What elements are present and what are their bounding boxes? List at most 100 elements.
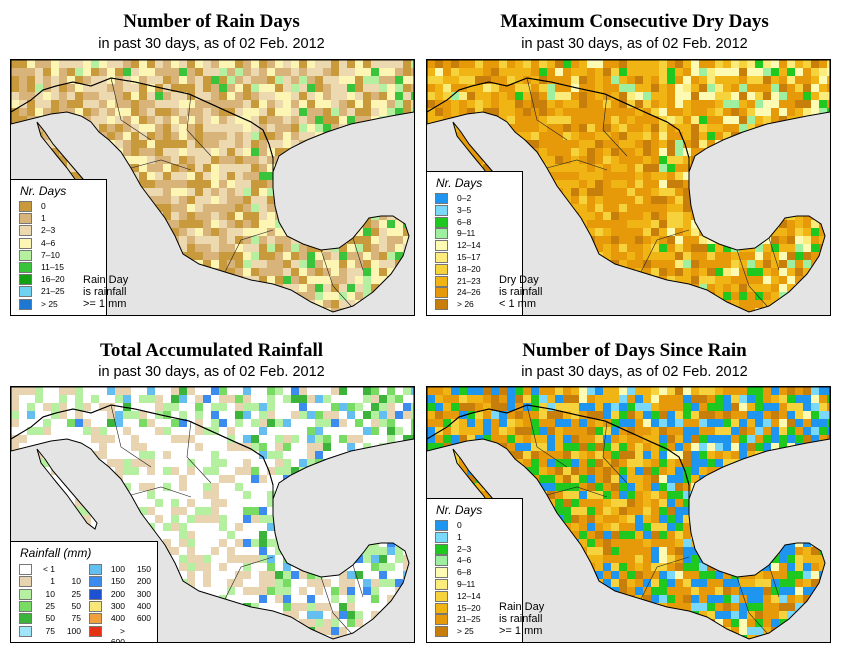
legend-swatch (435, 590, 448, 602)
legend-swatch (435, 602, 448, 614)
legend-label: 15–20 (457, 602, 481, 613)
state-border (640, 556, 690, 600)
note-line: is rainfall (499, 286, 543, 298)
legend-label-low: 25 (45, 600, 55, 611)
note-line: is rainfall (83, 286, 127, 298)
baja-outline (36, 448, 98, 530)
mexico-outline (427, 404, 826, 640)
days-since-rain-map[interactable]: Nr. Days 0 1 2–3 4–6 6–8 9–11 12–14 15–20 21–25 >… (426, 386, 831, 643)
state-border (768, 237, 780, 271)
legend-swatch (19, 201, 32, 212)
legend-label-low: 400 (110, 613, 125, 624)
panel-days-since-rain: Number of Days Since Rain in past 30 day… (423, 329, 846, 658)
legend-swatch (435, 531, 448, 543)
legend-swatch (89, 600, 102, 612)
state-border (110, 77, 152, 141)
legend-title: Nr. Days (436, 176, 483, 190)
rain-days-map[interactable]: Nr. Days 0 1 2–3 4–6 7–10 11–15 16–20 21–25 > 25… (10, 59, 415, 316)
state-border (526, 77, 568, 141)
state-border (186, 93, 212, 157)
legend-label-high: 10 (71, 576, 81, 587)
state-border (352, 237, 364, 271)
legend-label-low: 75 (45, 625, 55, 636)
legend-swatch (435, 543, 448, 555)
note-line: Rain Day (499, 601, 545, 613)
legend-swatch (19, 564, 32, 575)
legend-swatch (19, 298, 32, 310)
note-line: >= 1 mm (499, 625, 543, 637)
note-line: Rain Day (83, 274, 129, 286)
legend-swatch (435, 240, 448, 252)
legend-swatch (435, 228, 448, 240)
legend-swatch (435, 216, 448, 228)
legend-label: 21–25 (41, 286, 65, 297)
legend-swatch (89, 576, 102, 588)
state-border (546, 486, 608, 498)
state-border (736, 576, 768, 634)
legend-swatch (19, 213, 32, 225)
panel-subtitle: in past 30 days, as of 02 Feb. 2012 (521, 36, 748, 52)
map-legend: Rainfall (mm) < 1 1 10 10 25 25 50 50 75 75 100 100… (11, 541, 158, 642)
legend-label: 12–14 (457, 590, 481, 601)
legend-title: Nr. Days (20, 184, 67, 198)
state-border (640, 229, 690, 273)
state-border (224, 556, 274, 600)
legend-swatch (19, 576, 32, 588)
legend-label-low: 1 (50, 576, 55, 587)
legend-label-low: < 1 (42, 564, 55, 574)
state-border (768, 564, 780, 598)
note-line: is rainfall (499, 613, 543, 625)
legend-title: Nr. Days (436, 503, 483, 517)
legend-swatch (435, 193, 448, 204)
legend-label: 0 (457, 520, 462, 530)
legend-label-high: 300 (136, 588, 151, 599)
legend-swatch (89, 588, 102, 600)
panel-title: Maximum Consecutive Dry Days (500, 11, 769, 32)
legend-label: 24–26 (457, 287, 481, 298)
legend-label: > 25 (457, 626, 474, 637)
legend-title: Rainfall (mm) (20, 546, 92, 560)
legend-swatch (435, 204, 448, 216)
panel-title: Number of Rain Days (123, 11, 300, 32)
panel-total-rainfall: Total Accumulated Rainfall in past 30 da… (0, 329, 423, 658)
legend-label-high: 25 (71, 588, 81, 599)
legend-label: > 25 (41, 298, 58, 309)
panel-dry-days: Maximum Consecutive Dry Days in past 30 … (423, 0, 846, 329)
panel-subtitle: in past 30 days, as of 02 Feb. 2012 (98, 36, 325, 52)
legend-label: 12–14 (457, 240, 481, 251)
panel-title: Number of Days Since Rain (522, 340, 747, 361)
legend-label: 6–8 (457, 216, 472, 227)
legend-label: 11–15 (41, 262, 65, 272)
legend-swatch (435, 287, 448, 299)
legend-swatch (19, 237, 32, 249)
state-border (352, 564, 364, 598)
map-legend: Nr. Days 0–2 3–5 6–8 9–11 12–14 15–17 18–20 21–… (427, 171, 523, 315)
legend-swatch (435, 579, 448, 590)
legend-label-low: 300 (110, 600, 125, 611)
state-border (110, 404, 152, 468)
legend-label: 0–2 (457, 193, 472, 203)
legend-swatch (435, 555, 448, 567)
legend-label-high: 75 (71, 613, 81, 624)
legend-swatch (19, 588, 32, 600)
map-legend: Nr. Days 0 1 2–3 4–6 6–8 9–11 12–14 15–20 21–25 >… (427, 498, 523, 642)
legend-swatch (19, 600, 32, 612)
legend-swatch (19, 613, 32, 625)
legend-label: > 26 (457, 299, 474, 310)
legend-swatch (435, 263, 448, 275)
panel-title: Total Accumulated Rainfall (99, 340, 324, 361)
legend-label: 1 (457, 531, 462, 542)
legend-swatch (89, 625, 102, 637)
legend-swatch (435, 520, 448, 531)
legend-swatch (435, 567, 448, 579)
legend-label-high: 50 (71, 600, 81, 611)
state-border (546, 159, 608, 171)
dry-days-map[interactable]: Nr. Days 0–2 3–5 6–8 9–11 12–14 15–17 18–20 21–… (426, 59, 831, 316)
legend-label: 1 (41, 213, 46, 224)
total-rainfall-map[interactable]: Rainfall (mm) < 1 1 10 10 25 25 50 50 75 75 100 100… (10, 386, 415, 643)
legend-swatch (435, 252, 448, 263)
legend-note: Rain Day is rainfall >= 1 mm (499, 601, 544, 637)
legend-swatch (89, 613, 102, 625)
legend-label-low: 50 (45, 613, 55, 624)
state-border (130, 159, 192, 171)
